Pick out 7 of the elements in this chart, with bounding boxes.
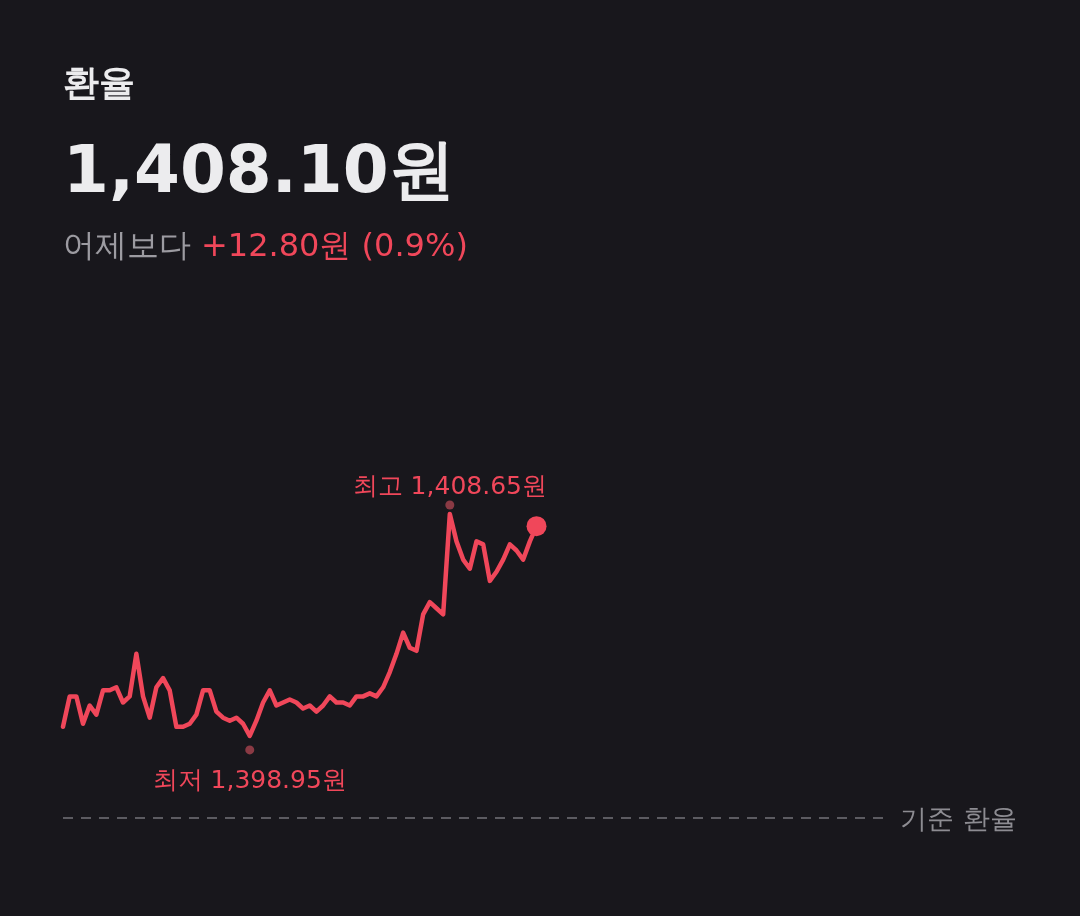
chart-subtitle: 1,408.10원 [63,131,455,208]
chart-title: 환율 [63,62,135,103]
annotation: 최고 1,408.65원 [352,471,547,500]
annotation: 최저 1,398.95원 [152,764,347,794]
text: 어제보다 [63,226,191,264]
ref-line-label: 기준 환율 [900,803,1017,834]
text: +12.80원 (0.9%) [201,226,468,264]
